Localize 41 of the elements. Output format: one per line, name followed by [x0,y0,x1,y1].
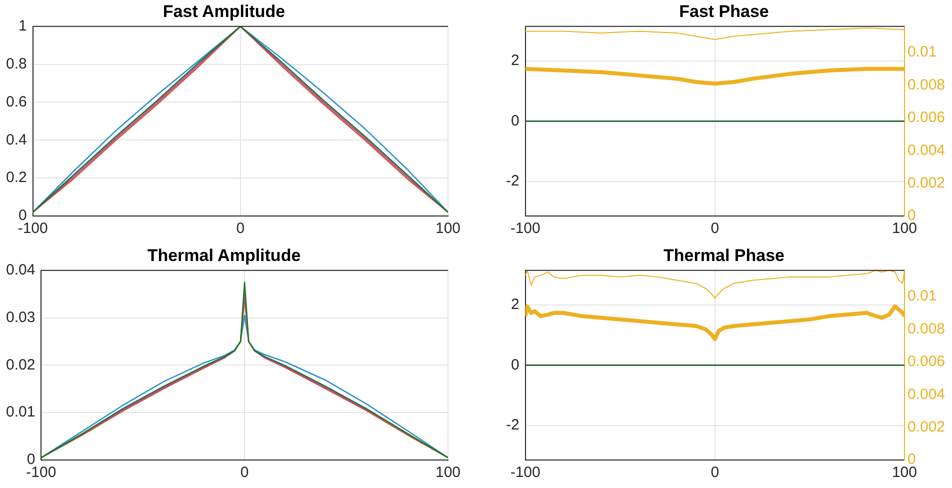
y-tick-label: -2 [506,416,520,434]
y-tick-label: 0 [510,356,520,374]
y2-tick-label: 0.008 [907,76,946,94]
x-tick-label: 0 [710,220,720,238]
y2-tick-label: 0.004 [907,386,946,403]
x-tick-label: -100 [18,220,48,238]
y-tick-label: 0.6 [6,93,27,110]
chart-title: Fast Amplitude [162,2,286,21]
chart-title: Thermal Amplitude [147,246,301,265]
y-tick-label: 0.8 [6,55,27,72]
y2-tick-label: 0.004 [907,142,946,159]
y-tick-label: 0.2 [6,169,27,186]
y-tick-label: -2 [506,172,520,190]
x-tick-label: 100 [892,464,917,482]
chart-title: Thermal Phase [664,246,784,265]
y-tick-label: 1 [18,18,27,35]
y-tick-label: 0.03 [6,308,36,326]
y2-tick-label: 0.006 [907,109,946,126]
y-tick-label: 2 [510,52,520,69]
y-tick-label: 2 [510,296,520,313]
y-tick-label: 0.01 [6,404,36,421]
y-tick-label: 0.4 [6,131,27,148]
x-tick-label: 100 [892,220,917,238]
y2-tick-label: 0.002 [907,174,946,192]
x-tick-label: 0 [240,464,249,482]
y-tick-label: 0.02 [6,356,36,374]
x-tick-label: -100 [510,464,540,482]
y2-tick-label: 0.01 [907,44,937,61]
y2-tick-label: 0.006 [907,353,946,370]
x-tick-label: -100 [510,220,540,238]
y2-tick-label: 0.01 [907,288,937,305]
x-tick-label: 100 [435,220,461,238]
x-tick-label: -100 [26,464,56,482]
y2-tick-label: 0.008 [907,320,946,338]
y-tick-label: 0 [510,112,520,130]
x-tick-label: 100 [435,464,461,482]
y2-tick-label: 0.002 [907,418,946,436]
y-tick-label: 0.04 [6,262,36,279]
chart-title: Fast Phase [679,2,769,21]
x-tick-label: 0 [710,464,720,482]
x-tick-label: 0 [236,220,245,238]
